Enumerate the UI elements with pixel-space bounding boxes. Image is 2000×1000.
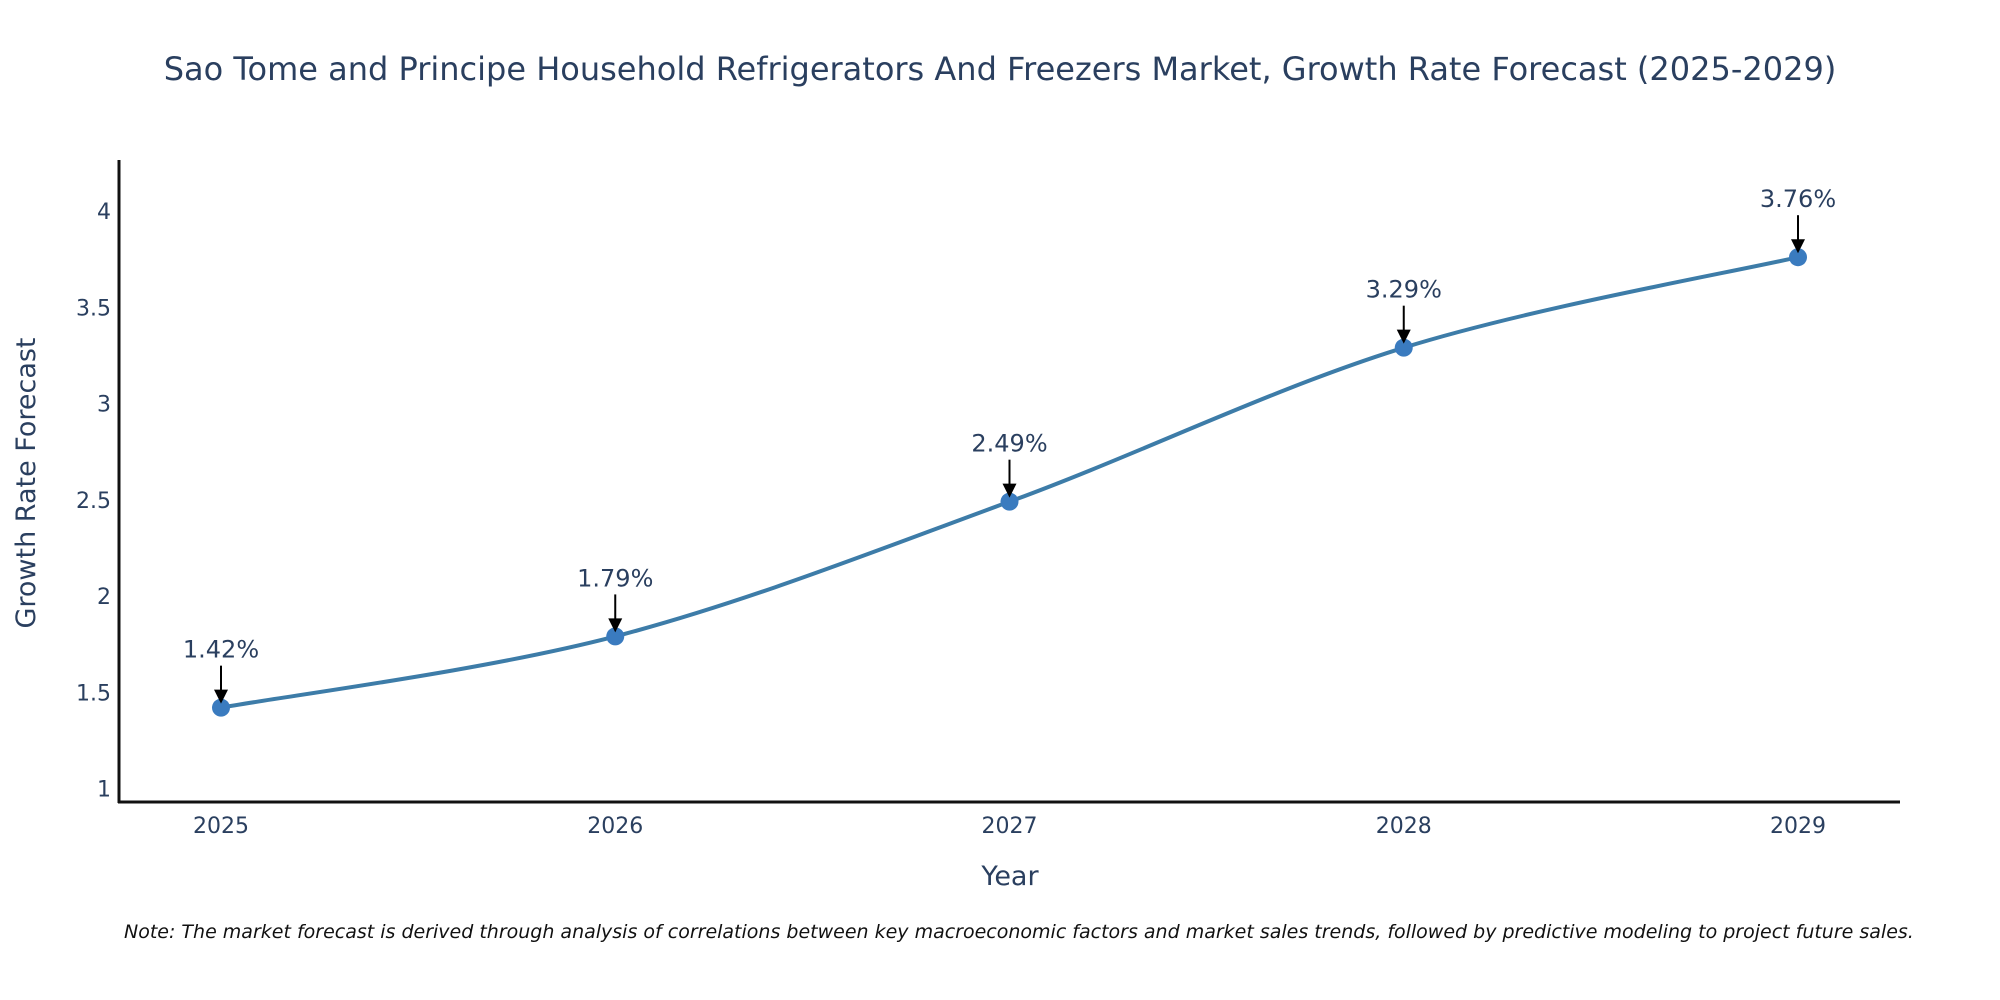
y-tick-label: 1.5	[76, 681, 111, 706]
data-label: 1.79%	[577, 564, 653, 592]
y-tick-label: 4	[97, 200, 111, 225]
data-point	[606, 627, 625, 646]
x-tick-label: 2026	[587, 814, 643, 839]
y-tick-label: 3.5	[76, 296, 111, 321]
data-point	[1000, 492, 1019, 511]
data-points	[212, 248, 1807, 717]
x-tick-label: 2029	[1770, 814, 1826, 839]
data-label: 2.49%	[971, 430, 1047, 458]
annotation-arrowhead	[608, 618, 623, 633]
chart-title: Sao Tome and Principe Household Refriger…	[164, 50, 1837, 88]
x-tick-label: 2027	[982, 814, 1038, 839]
annotation-arrowhead	[1002, 483, 1017, 498]
annotation-arrowhead	[214, 689, 228, 704]
x-tick-label: 2028	[1376, 814, 1432, 839]
y-tick-label: 1	[97, 778, 111, 803]
x-axis-ticks: 2025 2026 2027 2028 2029	[193, 814, 1826, 839]
y-tick-label: 2	[97, 585, 111, 610]
x-axis-title: Year	[980, 861, 1039, 892]
annotation-arrowhead	[1791, 239, 1805, 254]
annotation-arrowhead	[1396, 329, 1411, 344]
data-label: 3.76%	[1760, 185, 1836, 213]
y-axis-ticks: 1 1.5 2 2.5 3 3.5 4	[76, 200, 111, 803]
data-point	[1789, 248, 1807, 267]
footnote: Note: The market forecast is derived thr…	[124, 921, 1914, 943]
data-point	[212, 698, 230, 717]
data-label: 3.29%	[1366, 276, 1442, 304]
data-point	[1394, 338, 1413, 357]
y-tick-label: 2.5	[76, 489, 111, 514]
y-tick-label: 3	[97, 393, 111, 418]
y-axis-title: Growth Rate Forecast	[11, 337, 42, 628]
x-tick-label: 2025	[193, 814, 249, 839]
data-label: 1.42%	[183, 636, 259, 664]
data-annotations: 1.42% 1.79% 2.49% 3.29% 3.76%	[183, 185, 1836, 704]
